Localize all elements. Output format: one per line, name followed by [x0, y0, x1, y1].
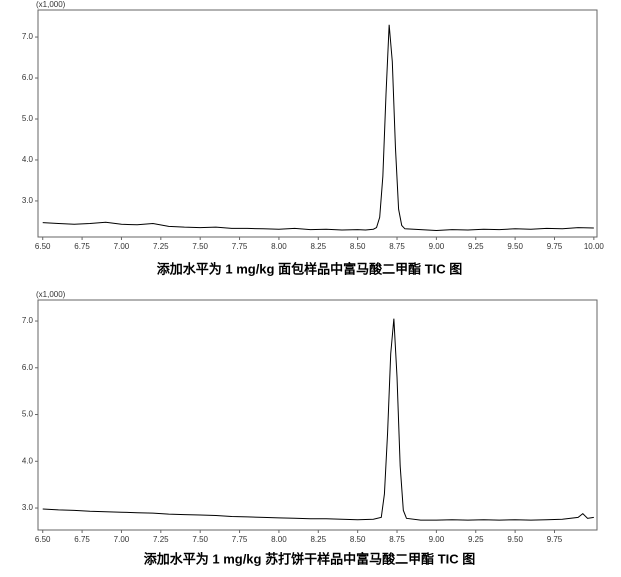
- tic-line: [42, 318, 594, 521]
- x-tick-label: 7.00: [114, 535, 130, 544]
- x-tick-label: 7.75: [232, 242, 248, 251]
- x-tick-label: 8.50: [350, 242, 366, 251]
- x-tick-label: 6.50: [35, 242, 51, 251]
- x-tick-label: 8.75: [389, 242, 405, 251]
- x-tick-label: 7.25: [153, 242, 169, 251]
- x-tick-label: 8.25: [310, 535, 326, 544]
- chart-title: 添加水平为 1 mg/kg 面包样品中富马酸二甲酯 TIC 图: [157, 261, 463, 276]
- x-tick-label: 9.50: [507, 242, 523, 251]
- plot-frame: [37, 299, 598, 531]
- y-tick-label: 4.0: [22, 155, 34, 164]
- x-tick-label: 7.75: [232, 535, 248, 544]
- chart-title: 添加水平为 1 mg/kg 苏打饼干样品中富马酸二甲酯 TIC 图: [144, 551, 476, 566]
- x-tick-label: 8.25: [310, 242, 326, 251]
- x-tick-label: 10.00: [584, 242, 605, 251]
- x-tick-label: 9.50: [507, 535, 523, 544]
- x-tick-label: 7.50: [192, 242, 208, 251]
- y-tick-label: 7.0: [22, 316, 34, 325]
- y-axis-label: (x1,000): [36, 290, 66, 299]
- x-tick-label: 8.00: [271, 242, 287, 251]
- y-tick-label: 6.0: [22, 73, 34, 82]
- x-tick-label: 6.50: [35, 535, 51, 544]
- y-tick-label: 6.0: [22, 363, 34, 372]
- y-tick-label: 5.0: [22, 410, 34, 419]
- y-tick-label: 3.0: [22, 196, 34, 205]
- x-tick-label: 7.00: [114, 242, 130, 251]
- plot-frame: [37, 9, 598, 238]
- x-tick-label: 8.00: [271, 535, 287, 544]
- x-tick-label: 8.50: [350, 535, 366, 544]
- x-tick-label: 9.75: [547, 242, 563, 251]
- x-tick-label: 7.50: [192, 535, 208, 544]
- y-axis-label: (x1,000): [36, 0, 66, 9]
- y-tick-label: 5.0: [22, 114, 34, 123]
- x-tick-label: 9.25: [468, 535, 484, 544]
- x-tick-label: 9.00: [429, 242, 445, 251]
- x-tick-label: 6.75: [74, 242, 90, 251]
- x-tick-label: 9.75: [547, 535, 563, 544]
- tic-line: [42, 24, 594, 231]
- y-tick-label: 7.0: [22, 32, 34, 41]
- x-tick-label: 9.00: [429, 535, 445, 544]
- x-tick-label: 6.75: [74, 535, 90, 544]
- x-tick-label: 9.25: [468, 242, 484, 251]
- x-tick-label: 8.75: [389, 535, 405, 544]
- y-tick-label: 4.0: [22, 456, 34, 465]
- y-tick-label: 3.0: [22, 503, 34, 512]
- x-tick-label: 7.25: [153, 535, 169, 544]
